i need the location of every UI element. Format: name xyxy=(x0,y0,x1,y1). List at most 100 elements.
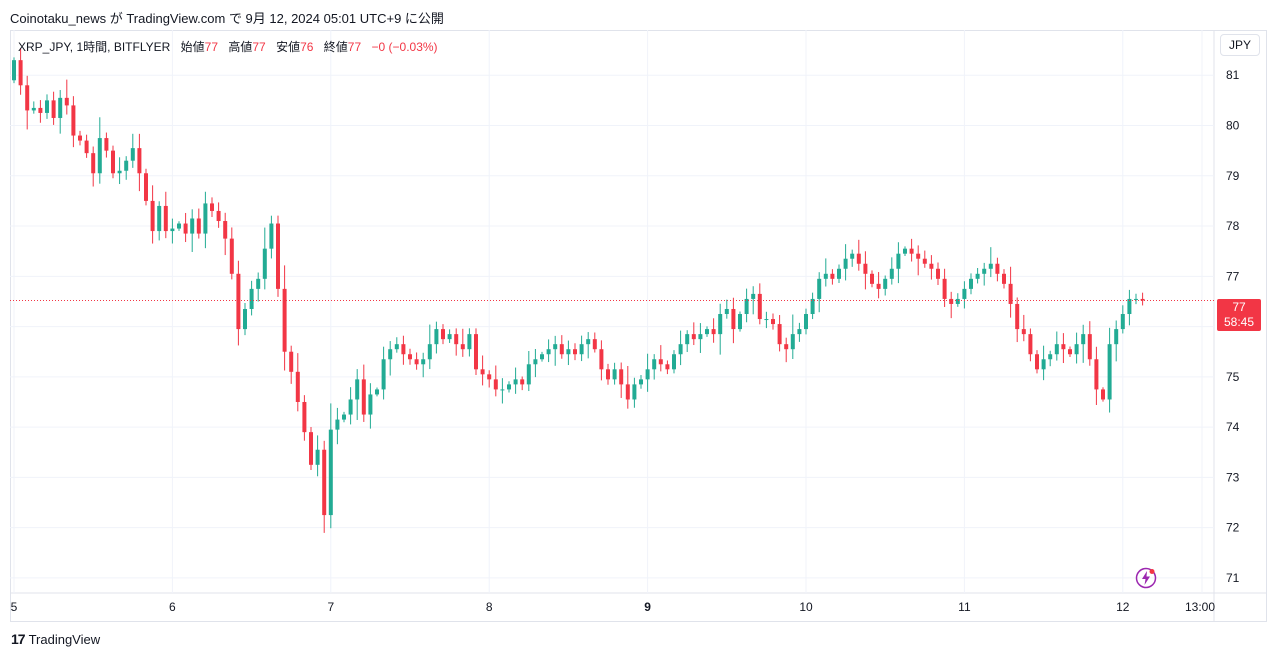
candle-body xyxy=(434,329,439,345)
y-tick-label: 74 xyxy=(1226,420,1240,434)
high-value: 77 xyxy=(252,40,266,54)
candle-body xyxy=(903,248,907,254)
candle-body xyxy=(599,349,604,370)
candle-body xyxy=(137,148,142,174)
x-tick-label: 10 xyxy=(799,600,813,614)
candle-body xyxy=(18,60,23,86)
candle-body xyxy=(302,401,307,433)
candle-body xyxy=(71,105,76,136)
candle-body xyxy=(850,253,855,259)
currency-button[interactable]: JPY xyxy=(1220,34,1260,56)
candle-body xyxy=(962,288,967,299)
candle-body xyxy=(447,334,452,340)
candle-body xyxy=(870,273,874,284)
candle-body xyxy=(216,210,221,222)
candle-body xyxy=(566,349,571,355)
candle-body xyxy=(507,384,511,390)
candle-body xyxy=(348,399,353,415)
y-tick-label: 81 xyxy=(1226,68,1240,82)
candle-body xyxy=(1094,359,1099,390)
candle-body xyxy=(196,218,201,234)
candle-body xyxy=(942,278,947,299)
low-label: 安値 xyxy=(276,40,301,54)
candle-body xyxy=(889,268,894,279)
candle-body xyxy=(1054,344,1059,355)
candle-body xyxy=(223,221,228,239)
candle-body xyxy=(771,319,775,325)
symbol-info[interactable]: XRP_JPY, 1時間, BITFLYER xyxy=(18,40,171,54)
candle-body xyxy=(1101,389,1105,400)
lightning-icon[interactable] xyxy=(1135,567,1157,589)
candle-body xyxy=(949,298,954,304)
candle-body xyxy=(335,419,340,430)
candle-body xyxy=(493,379,498,390)
y-tick-label: 80 xyxy=(1226,119,1240,133)
candle-body xyxy=(698,334,703,340)
candle-body xyxy=(1068,349,1072,355)
candle-body xyxy=(427,344,432,360)
candle-body xyxy=(276,223,280,289)
candle-body xyxy=(685,334,690,345)
open-label: 始値 xyxy=(180,40,205,54)
candle-body xyxy=(1114,329,1119,345)
footer: 17 TradingView xyxy=(11,631,100,647)
candle-body xyxy=(394,344,399,350)
candle-body xyxy=(936,268,940,279)
publish-line: Coinotaku_news が TradingView.com で 9月 12… xyxy=(10,11,444,26)
candle-body xyxy=(1008,283,1013,304)
candle-body xyxy=(190,218,195,234)
x-tick-label: 12 xyxy=(1116,600,1130,614)
candle-body xyxy=(573,349,577,355)
candle-body xyxy=(632,384,637,400)
time-axis: 5 6 7 8 9 10 11 12 13:00 xyxy=(11,600,1216,614)
candle-body xyxy=(84,140,89,154)
candle-body xyxy=(381,359,386,390)
candle-body xyxy=(229,238,234,274)
candle-body xyxy=(705,329,709,335)
candle-body xyxy=(863,263,868,274)
brand-name[interactable]: TradingView xyxy=(28,631,101,647)
candle-body xyxy=(1120,314,1125,330)
candle-body xyxy=(203,203,208,234)
last-price-value: 77 xyxy=(1232,300,1246,314)
x-tick-label: 13:00 xyxy=(1185,600,1215,614)
candle-body xyxy=(31,107,36,111)
candle-body xyxy=(1107,344,1112,400)
y-tick-label: 79 xyxy=(1226,169,1240,183)
candle-body xyxy=(691,334,696,340)
candle-body xyxy=(1061,344,1066,350)
candle-body xyxy=(269,223,274,249)
candle-body xyxy=(388,349,393,360)
tradingview-logo-icon[interactable]: 17 xyxy=(11,631,26,647)
grid-lines xyxy=(10,30,1214,593)
candle-body xyxy=(183,223,188,234)
candle-body xyxy=(1021,329,1026,335)
candle-body xyxy=(830,273,835,279)
candle-body xyxy=(262,248,267,279)
candle-body xyxy=(414,359,419,365)
candle-body xyxy=(170,228,175,232)
candle-body xyxy=(804,314,808,330)
chart-frame xyxy=(10,30,1267,622)
candle-body xyxy=(764,319,769,321)
candle-body xyxy=(91,153,96,174)
candle-body xyxy=(1048,354,1053,360)
candle-body xyxy=(876,283,881,289)
candle-body xyxy=(929,263,934,269)
candle-body xyxy=(757,293,762,320)
y-tick-label: 73 xyxy=(1226,470,1240,484)
candle-body xyxy=(1074,344,1079,355)
candle-body xyxy=(460,344,465,350)
candle-body xyxy=(45,100,49,113)
x-tick-label: 9 xyxy=(644,600,651,614)
candle-body xyxy=(256,278,261,289)
candle-body xyxy=(513,379,518,385)
candle-body xyxy=(797,329,802,335)
candle-body xyxy=(975,273,980,279)
candle-body xyxy=(401,344,406,355)
candle-body xyxy=(784,344,789,350)
x-tick-label: 5 xyxy=(11,600,18,614)
candle-body xyxy=(282,288,287,352)
candle-body xyxy=(104,138,109,151)
